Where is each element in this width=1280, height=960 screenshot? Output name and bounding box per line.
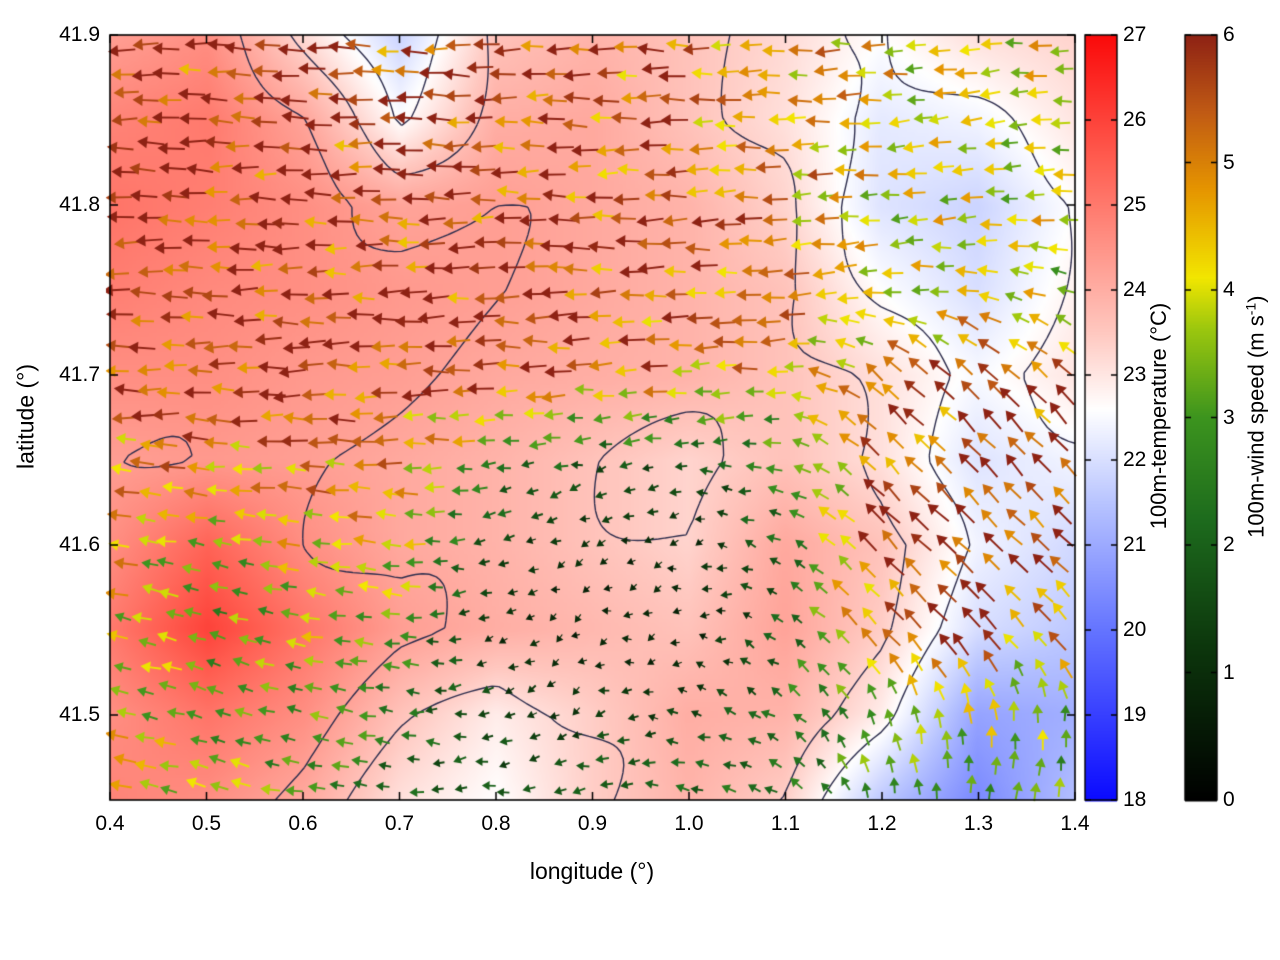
x-tick-label: 0.8 xyxy=(481,812,511,835)
x-tick-label: 1.3 xyxy=(963,812,994,835)
wind-colorbar-tick-label: 5 xyxy=(1223,150,1235,174)
temperature-colorbar-tick-label: 25 xyxy=(1123,193,1147,216)
wind-colorbar-tick-label: 3 xyxy=(1223,405,1235,429)
y-tick-label: 41.9 xyxy=(59,23,100,46)
x-tick-label: 0.5 xyxy=(191,812,222,835)
x-tick-label: 1.0 xyxy=(674,812,704,835)
x-tick-label: 0.6 xyxy=(288,812,318,835)
y-tick-label: 41.8 xyxy=(59,193,100,216)
x-tick-label: 0.9 xyxy=(577,812,608,835)
wind-colorbar-tick-label: 0 xyxy=(1223,788,1235,811)
y-tick-label: 41.6 xyxy=(59,533,100,556)
temperature-colorbar-tick-label: 23 xyxy=(1123,363,1147,386)
y-tick-label: 41.5 xyxy=(59,703,100,726)
wind-colorbar-tick-label: 4 xyxy=(1223,278,1235,301)
x-tick-label: 1.2 xyxy=(867,812,897,835)
x-tick-label: 0.7 xyxy=(384,812,415,835)
temperature-colorbar-tick-label: 27 xyxy=(1123,23,1147,46)
wind-colorbar-tick-label: 1 xyxy=(1223,660,1235,684)
wind-colorbar-tick-label: 6 xyxy=(1223,23,1235,46)
y-axis-title: latitude (°) xyxy=(12,363,39,470)
x-axis-title: longitude (°) xyxy=(529,858,655,884)
y-tick-label: 41.7 xyxy=(59,363,100,386)
x-tick-label: 1.4 xyxy=(1060,812,1090,835)
wind-colorbar-tick-label: 2 xyxy=(1223,533,1235,556)
temperature-colorbar-tick-label: 19 xyxy=(1123,703,1147,726)
temperature-colorbar-tick-label: 26 xyxy=(1123,108,1147,131)
temperature-colorbar-tick-label: 24 xyxy=(1123,278,1147,301)
temperature-colorbar-tick-label: 22 xyxy=(1123,448,1147,471)
x-tick-label: 0.4 xyxy=(95,812,125,835)
temperature-colorbar-tick-label: 20 xyxy=(1123,618,1147,641)
temperature-colorbar-tick-label: 21 xyxy=(1123,533,1147,556)
wind-colorbar-title-superscript: -1 xyxy=(1242,302,1259,316)
temperature-colorbar-tick-label: 18 xyxy=(1123,788,1147,811)
x-tick-label: 1.1 xyxy=(770,812,801,835)
